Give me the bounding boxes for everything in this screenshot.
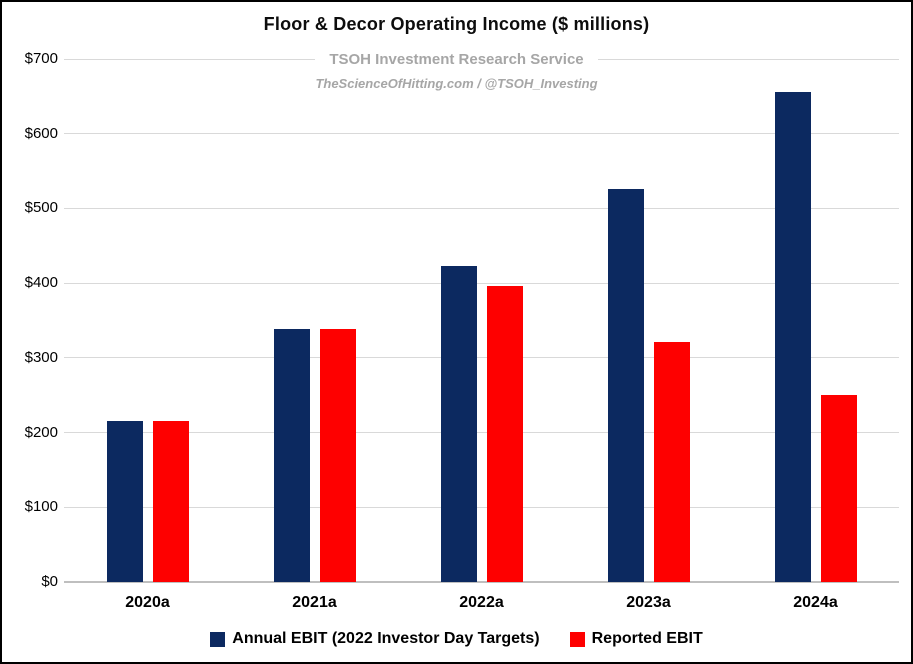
- bar-reported-ebit: [653, 342, 690, 582]
- bar-reported-ebit: [152, 421, 189, 582]
- y-tick-label: $700: [24, 50, 58, 67]
- y-tick-label: $500: [24, 199, 58, 217]
- bar-annual-ebit-target: [440, 265, 477, 582]
- bar-annual-ebit-target: [607, 189, 644, 582]
- gridline: [64, 133, 899, 135]
- y-tick-label: $0: [41, 573, 58, 590]
- gridline: [64, 506, 899, 508]
- x-category-label: 2023a: [626, 594, 671, 611]
- x-category-label: 2021a: [292, 594, 337, 611]
- bar-annual-ebit-target: [106, 421, 143, 582]
- gridline: [64, 357, 899, 359]
- bar-annual-ebit-target: [273, 329, 310, 582]
- chart-title: Floor & Decor Operating Income ($ millio…: [263, 14, 650, 34]
- y-tick-label: $400: [24, 274, 58, 292]
- gridline: [64, 207, 899, 209]
- bar-annual-ebit-target: [774, 91, 811, 582]
- x-category-label: 2022a: [459, 594, 504, 611]
- x-category-label: 2020a: [125, 594, 170, 611]
- y-tick-label: $200: [24, 423, 58, 441]
- legend-swatch-annual-ebit-icon: [210, 631, 226, 647]
- legend-label-reported-ebit: Reported EBIT: [591, 630, 703, 647]
- y-tick-label: $300: [24, 348, 58, 366]
- bar-reported-ebit: [319, 329, 356, 582]
- y-tick-label: $100: [24, 498, 58, 516]
- y-tick-label: $600: [24, 124, 58, 142]
- gridline: [64, 432, 899, 434]
- x-category-label: 2024a: [793, 594, 838, 611]
- legend-swatch-reported-ebit-icon: [569, 631, 585, 647]
- chart-legend: Annual EBIT (2022 Investor Day Targets) …: [2, 630, 911, 648]
- bar-reported-ebit: [486, 286, 523, 582]
- bar-reported-ebit: [820, 395, 857, 582]
- gridline: [64, 58, 899, 60]
- legend-item-reported-ebit: Reported EBIT: [569, 630, 703, 648]
- legend-label-annual-ebit: Annual EBIT (2022 Investor Day Targets): [232, 630, 540, 647]
- gridline: [64, 282, 899, 284]
- legend-item-annual-ebit: Annual EBIT (2022 Investor Day Targets): [210, 630, 540, 648]
- x-axis-line: [64, 581, 899, 583]
